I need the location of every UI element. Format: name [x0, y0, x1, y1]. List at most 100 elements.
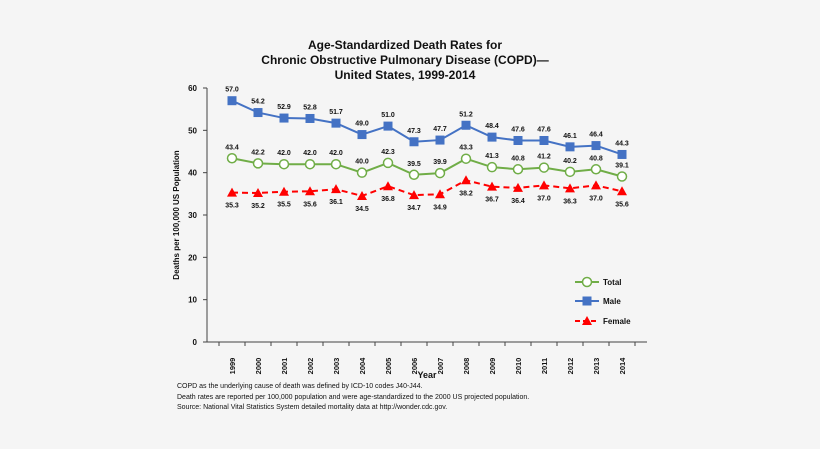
series-total-data-label: 39.5 [407, 161, 421, 168]
series-total-data-label: 42.2 [251, 149, 265, 156]
series-male-point [279, 113, 289, 123]
series-total-point [408, 169, 420, 181]
series-total-data-label: 43.4 [225, 144, 239, 151]
series-total-data-label: 40.8 [589, 155, 603, 162]
series-male-point [539, 135, 549, 145]
series-male-data-label: 46.4 [589, 132, 603, 139]
x-tick-label: 2005 [384, 358, 393, 375]
series-female-data-label: 36.8 [381, 196, 395, 203]
x-tick-label: 1999 [228, 358, 237, 375]
series-total-point [434, 167, 446, 179]
x-tick-label: 2008 [462, 358, 471, 375]
series-female-point [253, 187, 263, 197]
series-total-point [304, 158, 316, 170]
series-total-point [330, 158, 342, 170]
series-female-point [279, 186, 289, 196]
series-female-point [461, 175, 471, 185]
x-tick-label: 2010 [514, 358, 523, 375]
series-female-data-label: 35.2 [251, 203, 265, 210]
y-tick-label: 60 [188, 84, 197, 93]
y-tick-label: 40 [188, 169, 197, 178]
series-male-data-label: 44.3 [615, 140, 629, 147]
series-female-point [617, 186, 627, 196]
y-tick-label: 30 [188, 211, 197, 220]
series-male-point [513, 135, 523, 145]
series-female-point [487, 181, 497, 191]
series-male-point [617, 149, 627, 159]
title-line-1: Age-Standardized Death Rates for [307, 38, 503, 52]
legend-total-label: Total [603, 278, 622, 287]
series-male-data-label: 47.6 [537, 126, 551, 133]
series-male-data-label: 52.8 [303, 104, 317, 111]
series-male-data-label: 47.3 [407, 128, 421, 135]
series-total-point [226, 153, 238, 164]
series-male-point [383, 121, 393, 131]
series-female-data-label: 34.7 [407, 205, 421, 212]
x-tick-label: 2002 [306, 358, 315, 375]
series-female-point [331, 184, 341, 194]
series-total-point [616, 171, 628, 182]
y-axis-label: Deaths per 100,000 US Population [172, 150, 181, 279]
series-female-data-label: 37.0 [537, 195, 551, 202]
series-male-data-label: 47.7 [433, 126, 447, 133]
series-male-point [565, 142, 575, 152]
y-tick-label: 0 [193, 338, 198, 347]
legend-total-marker [581, 276, 593, 288]
series-male-point [305, 113, 315, 123]
footnote-1: COPD as the underlying cause of death wa… [177, 383, 423, 390]
series-male-point [253, 108, 263, 118]
x-tick-label: 2004 [358, 357, 367, 375]
series-total-data-label: 42.3 [381, 149, 395, 156]
series-male-point [357, 130, 367, 140]
series-female-point [227, 187, 237, 197]
legend-male-label: Male [603, 297, 621, 306]
x-tick-label: 2003 [332, 358, 341, 375]
x-tick-label: 2012 [566, 358, 575, 375]
footnote-3: Source: National Vital Statistics System… [177, 404, 448, 411]
series-male-point [435, 135, 445, 145]
series-total-data-label: 41.3 [485, 153, 499, 160]
chart-title: Age-Standardized Death Rates for Chronic… [230, 38, 580, 83]
series-male-line [231, 99, 623, 156]
series-male-point [227, 96, 237, 106]
series-male-data-label: 46.1 [563, 133, 577, 140]
series-total-point [590, 164, 602, 175]
x-tick-label: 2007 [436, 358, 445, 375]
series-female-data-label: 34.9 [433, 204, 447, 211]
series-female-data-label: 34.5 [355, 206, 369, 213]
series-total-point [252, 158, 264, 169]
series-total-line [231, 157, 623, 178]
series-female-point [305, 186, 315, 196]
series-female-data-label: 35.6 [303, 201, 317, 208]
x-tick-label: 2009 [488, 358, 497, 375]
series-total-data-label: 43.3 [459, 145, 473, 152]
series-total-point [564, 166, 576, 178]
series-total-point [278, 158, 290, 170]
legend-male-marker [582, 296, 592, 306]
series-male-data-label: 51.0 [381, 112, 395, 119]
series-female-point [409, 190, 419, 200]
series-female-point [565, 183, 575, 193]
legend-female-marker [582, 316, 592, 325]
series-male-point [591, 141, 601, 151]
series-total-point [486, 161, 498, 173]
series-female-point [383, 181, 393, 191]
y-tick-label: 50 [188, 126, 197, 135]
series-male-data-label: 49.0 [355, 121, 369, 128]
series-total-point [356, 167, 368, 178]
series-male-data-label: 51.2 [459, 111, 473, 118]
series-female-data-label: 36.3 [563, 198, 577, 205]
series-female-point [357, 190, 367, 200]
series-female-data-label: 38.2 [459, 190, 473, 197]
series-total-point [512, 164, 524, 175]
series-total-data-label: 42.0 [303, 150, 317, 157]
series-male-point [461, 120, 471, 130]
series-male-point [487, 132, 497, 142]
x-tick-label: 2011 [540, 358, 549, 374]
footnote-2: Death rates are reported per 100,000 pop… [177, 393, 530, 401]
series-male-data-label: 54.2 [251, 99, 265, 106]
series-male-point [409, 137, 419, 147]
series-male-data-label: 52.9 [277, 104, 291, 111]
series-female-point [591, 180, 601, 190]
